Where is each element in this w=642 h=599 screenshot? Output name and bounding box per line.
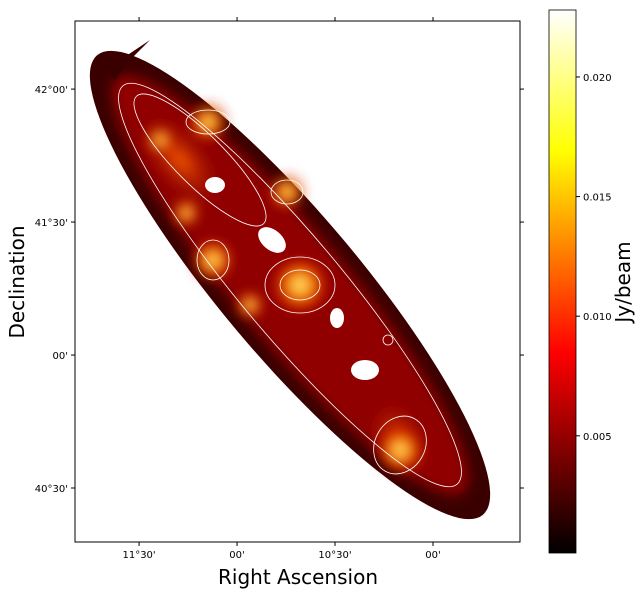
y-tick-label: 00' [53, 351, 68, 362]
colorbar-label: Jy/beam [611, 241, 635, 324]
colorbar-tick-label: 0.020 [583, 73, 612, 84]
x-tick-label: 00' [425, 550, 440, 561]
x-tick-label: 10°30' [318, 550, 351, 561]
colorbar-tick-label: 0.010 [583, 312, 612, 323]
x-axis-label: Right Ascension [218, 565, 378, 589]
y-axis-label: Declination [5, 225, 29, 338]
x-tick-label: 11°30' [122, 550, 155, 561]
colorbar-tick-label: 0.015 [583, 193, 612, 204]
y-tick-label: 40°30' [35, 484, 68, 495]
y-tick-label: 42°00' [35, 85, 68, 96]
plot-frame [74, 20, 521, 543]
y-tick-label: 41°30' [35, 218, 68, 229]
x-tick-label: 00' [229, 550, 244, 561]
colorbar-tick-label: 0.005 [583, 432, 612, 443]
colorbar [548, 9, 577, 554]
sky-image [89, 40, 491, 520]
